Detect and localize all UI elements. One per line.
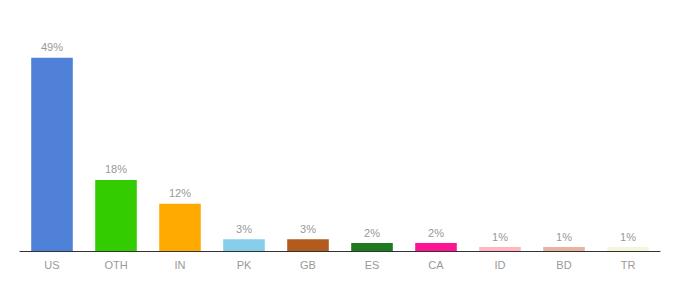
- svg-text:3%: 3%: [236, 223, 252, 235]
- svg-text:BD: BD: [556, 259, 571, 271]
- svg-text:49%: 49%: [41, 41, 63, 53]
- svg-text:GB: GB: [300, 259, 316, 271]
- svg-text:US: US: [44, 259, 59, 271]
- svg-text:ID: ID: [495, 259, 506, 271]
- svg-text:OTH: OTH: [104, 259, 127, 271]
- svg-text:3%: 3%: [300, 223, 316, 235]
- svg-text:TR: TR: [621, 259, 636, 271]
- svg-text:2%: 2%: [428, 227, 444, 239]
- svg-text:PK: PK: [237, 259, 252, 271]
- svg-text:18%: 18%: [105, 163, 127, 175]
- svg-text:IN: IN: [175, 259, 186, 271]
- svg-text:12%: 12%: [169, 187, 191, 199]
- svg-text:1%: 1%: [556, 231, 572, 243]
- svg-text:ES: ES: [365, 259, 380, 271]
- svg-text:1%: 1%: [492, 231, 508, 243]
- svg-text:1%: 1%: [620, 231, 636, 243]
- svg-text:2%: 2%: [364, 227, 380, 239]
- svg-text:CA: CA: [428, 259, 444, 271]
